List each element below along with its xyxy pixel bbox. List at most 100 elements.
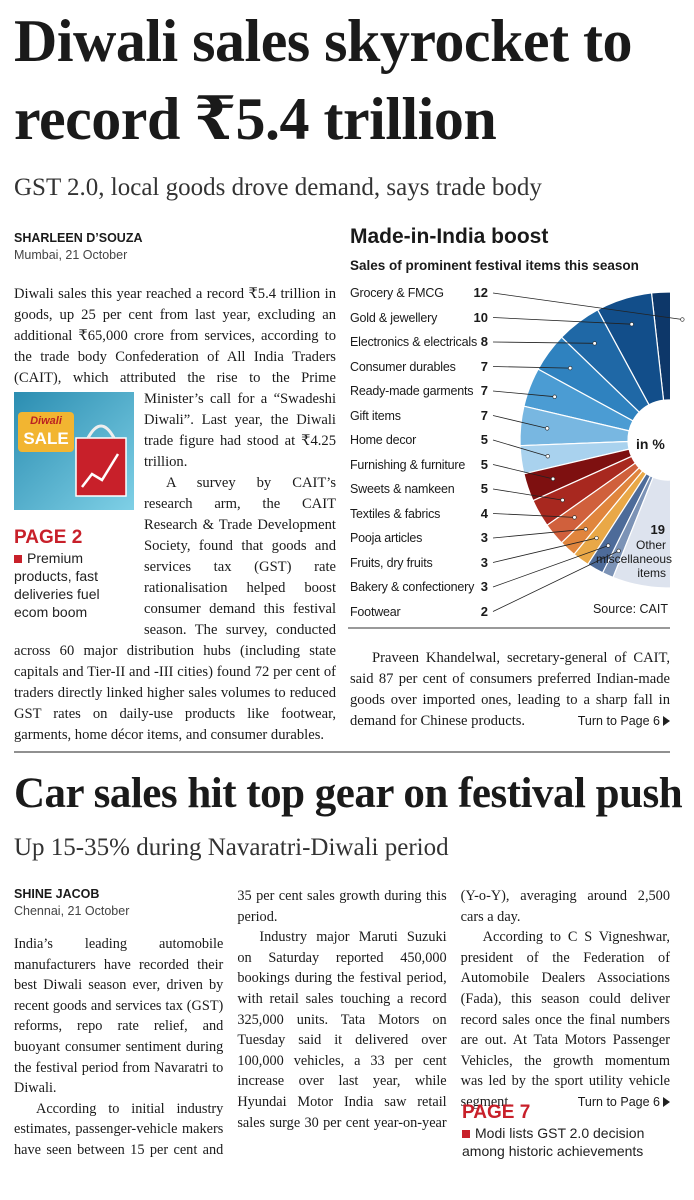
leader-line bbox=[492, 528, 586, 539]
data-label: 4 bbox=[480, 505, 488, 521]
data-label: 19 bbox=[650, 522, 665, 537]
paragraph: Praveen Khandelwal, secretary-general of… bbox=[350, 648, 670, 732]
paragraph: According to initial industry estimates,… bbox=[14, 888, 447, 1158]
leader-line bbox=[492, 550, 619, 612]
data-label: 7 bbox=[480, 383, 488, 398]
paragraph: Industry major Maruti Suzuki on Saturday… bbox=[237, 888, 670, 1131]
data-label: 5 bbox=[480, 456, 488, 472]
leader-line bbox=[492, 366, 571, 369]
paragraph-text: Praveen Khandelwal, secretary-general of… bbox=[350, 650, 670, 729]
story-column: Diwali SALE PAGE 2 Premium products, fas… bbox=[14, 284, 336, 746]
turn-link[interactable]: Turn to Page 6 bbox=[578, 711, 670, 732]
promo-page[interactable]: PAGE 7 bbox=[462, 1102, 531, 1123]
category-label: Electronics & electricals bbox=[350, 335, 477, 349]
chart-subtitle: Sales of prominent festival items this s… bbox=[350, 258, 639, 273]
leader-dot bbox=[616, 548, 621, 553]
paragraph: A survey by CAIT’s research arm, the CAI… bbox=[14, 475, 336, 743]
category-label: Gold & jewellery bbox=[350, 310, 438, 325]
category-label: Consumer durables bbox=[350, 359, 456, 374]
leader-dot bbox=[680, 317, 685, 322]
leader-dot bbox=[594, 535, 599, 541]
story-columns: SHINE JACOB Chennai, 21 October India’s … bbox=[14, 886, 670, 1164]
data-label: 2 bbox=[480, 603, 488, 619]
leader-dot bbox=[572, 515, 577, 520]
leader-line bbox=[492, 292, 683, 320]
promo-text[interactable]: Premium products, fast deliveries fuel e… bbox=[14, 549, 136, 621]
leader-line bbox=[492, 415, 548, 429]
leader-line bbox=[492, 513, 575, 518]
figure: Diwali SALE PAGE 2 Premium products, fas… bbox=[14, 392, 136, 621]
category-label: Textiles & fabrics bbox=[350, 506, 441, 521]
leader-dot bbox=[629, 322, 634, 327]
pie bbox=[519, 291, 670, 589]
category-label: Gift items bbox=[350, 408, 401, 423]
bag bbox=[75, 437, 127, 497]
image-text: Diwali bbox=[30, 415, 63, 427]
dateline: Mumbai, 21 October bbox=[14, 248, 128, 262]
turn-link[interactable]: Turn to Page 6 bbox=[578, 1092, 670, 1113]
data-label: 7 bbox=[480, 358, 488, 374]
leader-dot bbox=[568, 366, 573, 371]
leader-line bbox=[492, 545, 609, 588]
category-label: Pooja articles bbox=[350, 531, 423, 545]
leader-line bbox=[492, 390, 555, 398]
headline: Car sales hit top gear on festival push bbox=[14, 770, 683, 817]
leader-line bbox=[492, 488, 563, 501]
category-label: Fruits, dry fruits bbox=[350, 555, 433, 570]
source: Source: CAIT bbox=[592, 602, 668, 616]
category-label: Furnishing & furniture bbox=[350, 457, 466, 472]
chart-title: Made-in-India boost bbox=[350, 225, 549, 248]
data-label: 10 bbox=[473, 309, 488, 325]
headline: Diwali sales skyrocket to record ₹5.4 tr… bbox=[14, 8, 633, 152]
paragraph: Diwali sales this year reached a record … bbox=[14, 286, 336, 470]
dateline: Chennai, 21 October bbox=[14, 904, 130, 918]
leader-dot bbox=[552, 394, 557, 399]
leader-dot bbox=[606, 543, 611, 548]
data-label: 5 bbox=[480, 481, 488, 496]
subhead: GST 2.0, local goods drove demand, says … bbox=[14, 174, 542, 201]
data-label: 3 bbox=[480, 554, 488, 570]
data-label: 8 bbox=[480, 334, 488, 349]
leader-dot bbox=[583, 527, 588, 532]
promo-text[interactable]: Modi lists GST 2.0 decision among histor… bbox=[462, 1124, 670, 1160]
slice-label: Other miscellaneous items bbox=[596, 538, 673, 580]
category-label: Footwear bbox=[350, 604, 401, 619]
leader-dot bbox=[560, 498, 565, 503]
tag bbox=[18, 412, 74, 452]
author: SHARLEEN D’SOUZA bbox=[14, 231, 143, 245]
data-label: 5 bbox=[480, 432, 488, 447]
leader-line bbox=[492, 439, 548, 457]
paragraph: According to C S Vigneshwar, president o… bbox=[461, 927, 670, 1112]
author: SHINE JACOB bbox=[14, 887, 100, 901]
category-label: Grocery & FMCG bbox=[350, 286, 444, 300]
story-column: Praveen Khandelwal, secretary-general of… bbox=[350, 648, 670, 732]
category-label: Bakery & confectionery bbox=[350, 580, 475, 594]
category-label: Sweets & namkeen bbox=[350, 482, 455, 496]
subhead: Up 15-35% during Navaratri-Diwali period bbox=[14, 834, 449, 861]
leader-line bbox=[492, 341, 595, 344]
data-label: 7 bbox=[480, 407, 488, 423]
leader-dot bbox=[545, 454, 550, 459]
promo: PAGE 7 Modi lists GST 2.0 decision among… bbox=[462, 1102, 670, 1160]
leader-line bbox=[492, 537, 597, 563]
leader-line bbox=[492, 464, 554, 480]
paragraph-text: According to C S Vigneshwar, president o… bbox=[460, 929, 670, 1110]
image-text: SALE bbox=[23, 429, 68, 448]
donut-hole bbox=[628, 400, 670, 480]
leader-dot bbox=[550, 476, 556, 482]
unit-label: in % bbox=[636, 436, 665, 452]
byline: SHINE JACOB Chennai, 21 October bbox=[14, 886, 223, 920]
sale-image: Diwali SALE bbox=[14, 392, 134, 510]
byline: SHARLEEN D’SOUZA Mumbai, 21 October bbox=[14, 230, 142, 264]
promo-page[interactable]: PAGE 2 bbox=[14, 527, 83, 548]
data-label: 3 bbox=[480, 579, 488, 594]
paragraph: India’s leading automobile manufacturers… bbox=[14, 936, 224, 1097]
category-label: Home decor bbox=[350, 433, 417, 447]
leader-dot bbox=[592, 341, 597, 346]
data-label: 12 bbox=[473, 285, 488, 300]
category-label: Ready-made garments bbox=[350, 384, 474, 398]
data-label: 3 bbox=[480, 530, 488, 545]
leader-line bbox=[492, 317, 632, 325]
